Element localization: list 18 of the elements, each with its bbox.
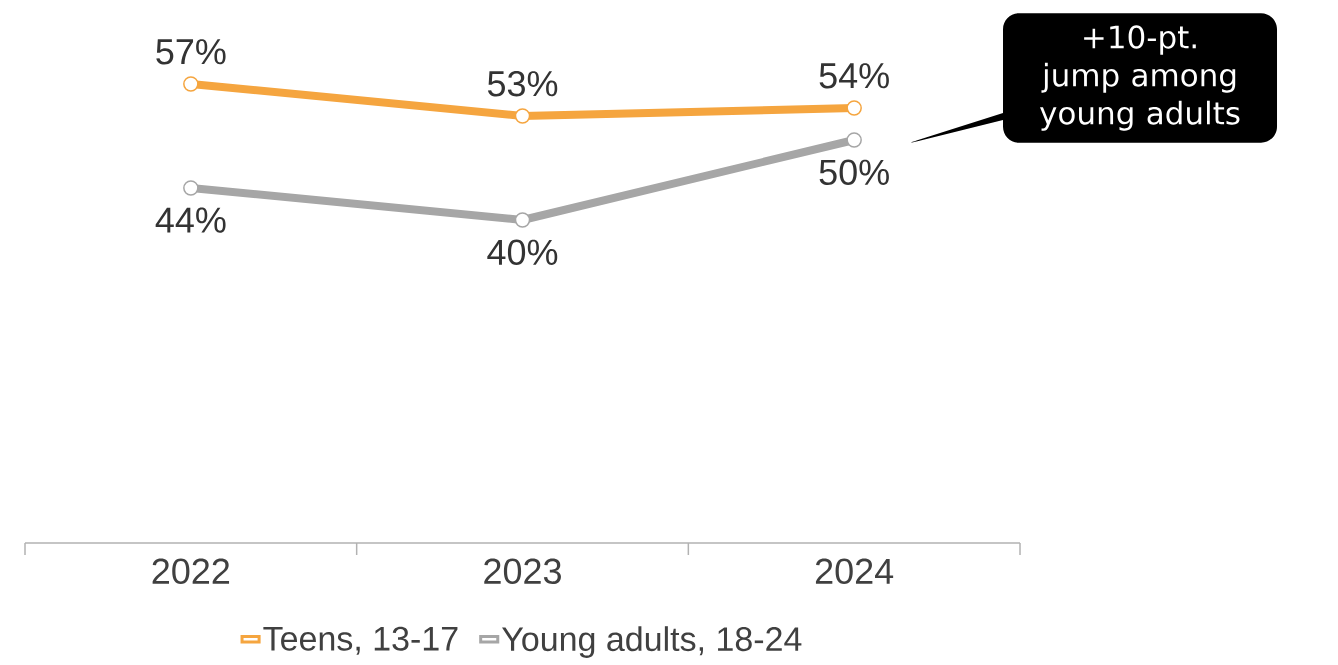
x-tick-label: 2023 [484,558,561,585]
point [514,108,531,124]
x-tick-label: 2022 [152,558,230,585]
data-label: 57% [156,39,226,65]
point [514,212,531,228]
legend-label: Teens, 13-17 [263,626,458,655]
legend-label: Young adults, 18-24 [502,626,802,658]
point [183,180,199,196]
text: +10-pt. jump among young adults [1040,25,1240,131]
point [846,132,862,148]
point [183,76,199,92]
data-label: 40% [487,239,558,266]
point [846,100,862,116]
data-label: 53% [487,70,558,97]
data-label: 54% [819,63,889,89]
x-tick-label: 2024 [815,558,894,585]
data-label: 50% [819,159,889,186]
data-label: 44% [155,207,226,233]
